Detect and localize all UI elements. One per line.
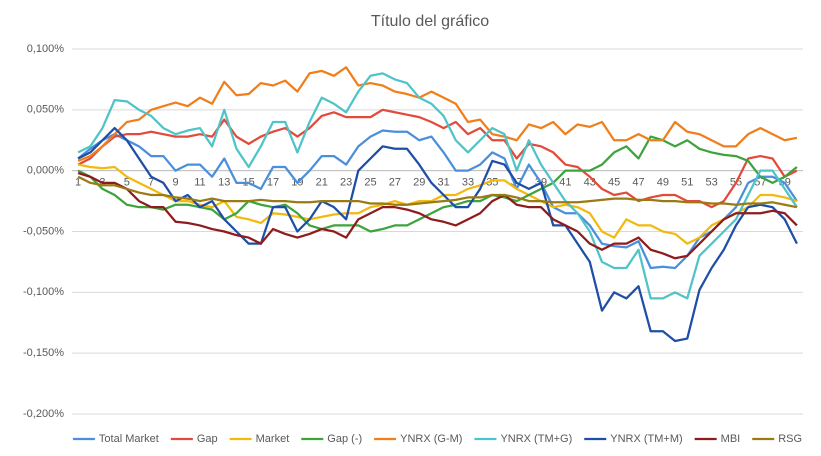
legend-label: Total Market (99, 433, 159, 445)
series-line (77, 108, 798, 209)
x-tick-label: 45 (608, 177, 620, 189)
x-tick-label: 1 (75, 177, 81, 189)
x-tick-label: 49 (657, 177, 669, 189)
x-tick-label: 33 (462, 177, 474, 189)
x-tick-label: 25 (364, 177, 376, 189)
chart-title: Título del gráfico (371, 13, 489, 30)
series-line (77, 129, 798, 270)
x-tick-label: 9 (172, 177, 178, 189)
legend: Total Market Gap Market Gap (-) YNRX (G-M) YN… (72, 433, 802, 445)
series-line (77, 72, 798, 300)
y-tick-label: 0,050% (27, 104, 65, 116)
x-tick-label: 47 (632, 177, 644, 189)
x-tick-label: 7 (148, 177, 154, 189)
series-line (77, 172, 798, 260)
x-tick-label: 51 (681, 177, 693, 189)
x-tick-label: 21 (316, 177, 328, 189)
x-tick-label: 29 (413, 177, 425, 189)
y-tick-label: -0,200% (23, 408, 64, 420)
x-tick-label: 27 (389, 177, 401, 189)
x-tick-label: 23 (340, 177, 352, 189)
legend-label: RSG (778, 433, 802, 445)
legend-label: Gap (197, 433, 218, 445)
x-tick-label: 57 (754, 177, 766, 189)
y-tick-label: -0,100% (23, 286, 64, 298)
legend-label: YNRX (TM+M) (610, 433, 682, 445)
legend-label: Gap (-) (327, 433, 362, 445)
x-tick-label: 17 (267, 177, 279, 189)
x-tick-label: 5 (124, 177, 130, 189)
x-tick-label: 31 (437, 177, 449, 189)
x-tick-label: 53 (706, 177, 718, 189)
series-line (77, 66, 798, 162)
legend-label: MBI (721, 433, 741, 445)
x-tick-label: 11 (194, 177, 205, 189)
series-line (77, 175, 798, 209)
series-line (77, 126, 798, 343)
series-line (77, 135, 798, 233)
legend-label: YNRX (G-M) (400, 433, 462, 445)
legend-label: YNRX (TM+G) (500, 433, 572, 445)
y-tick-label: -0,150% (23, 347, 64, 359)
y-tick-label: 0,100% (27, 43, 65, 55)
y-tick-label: -0,050% (23, 225, 64, 237)
x-tick-label: 41 (559, 177, 571, 189)
x-tick-label: 13 (218, 177, 230, 189)
y-tick-label: 0,000% (27, 165, 65, 177)
legend-label: Market (256, 433, 290, 445)
